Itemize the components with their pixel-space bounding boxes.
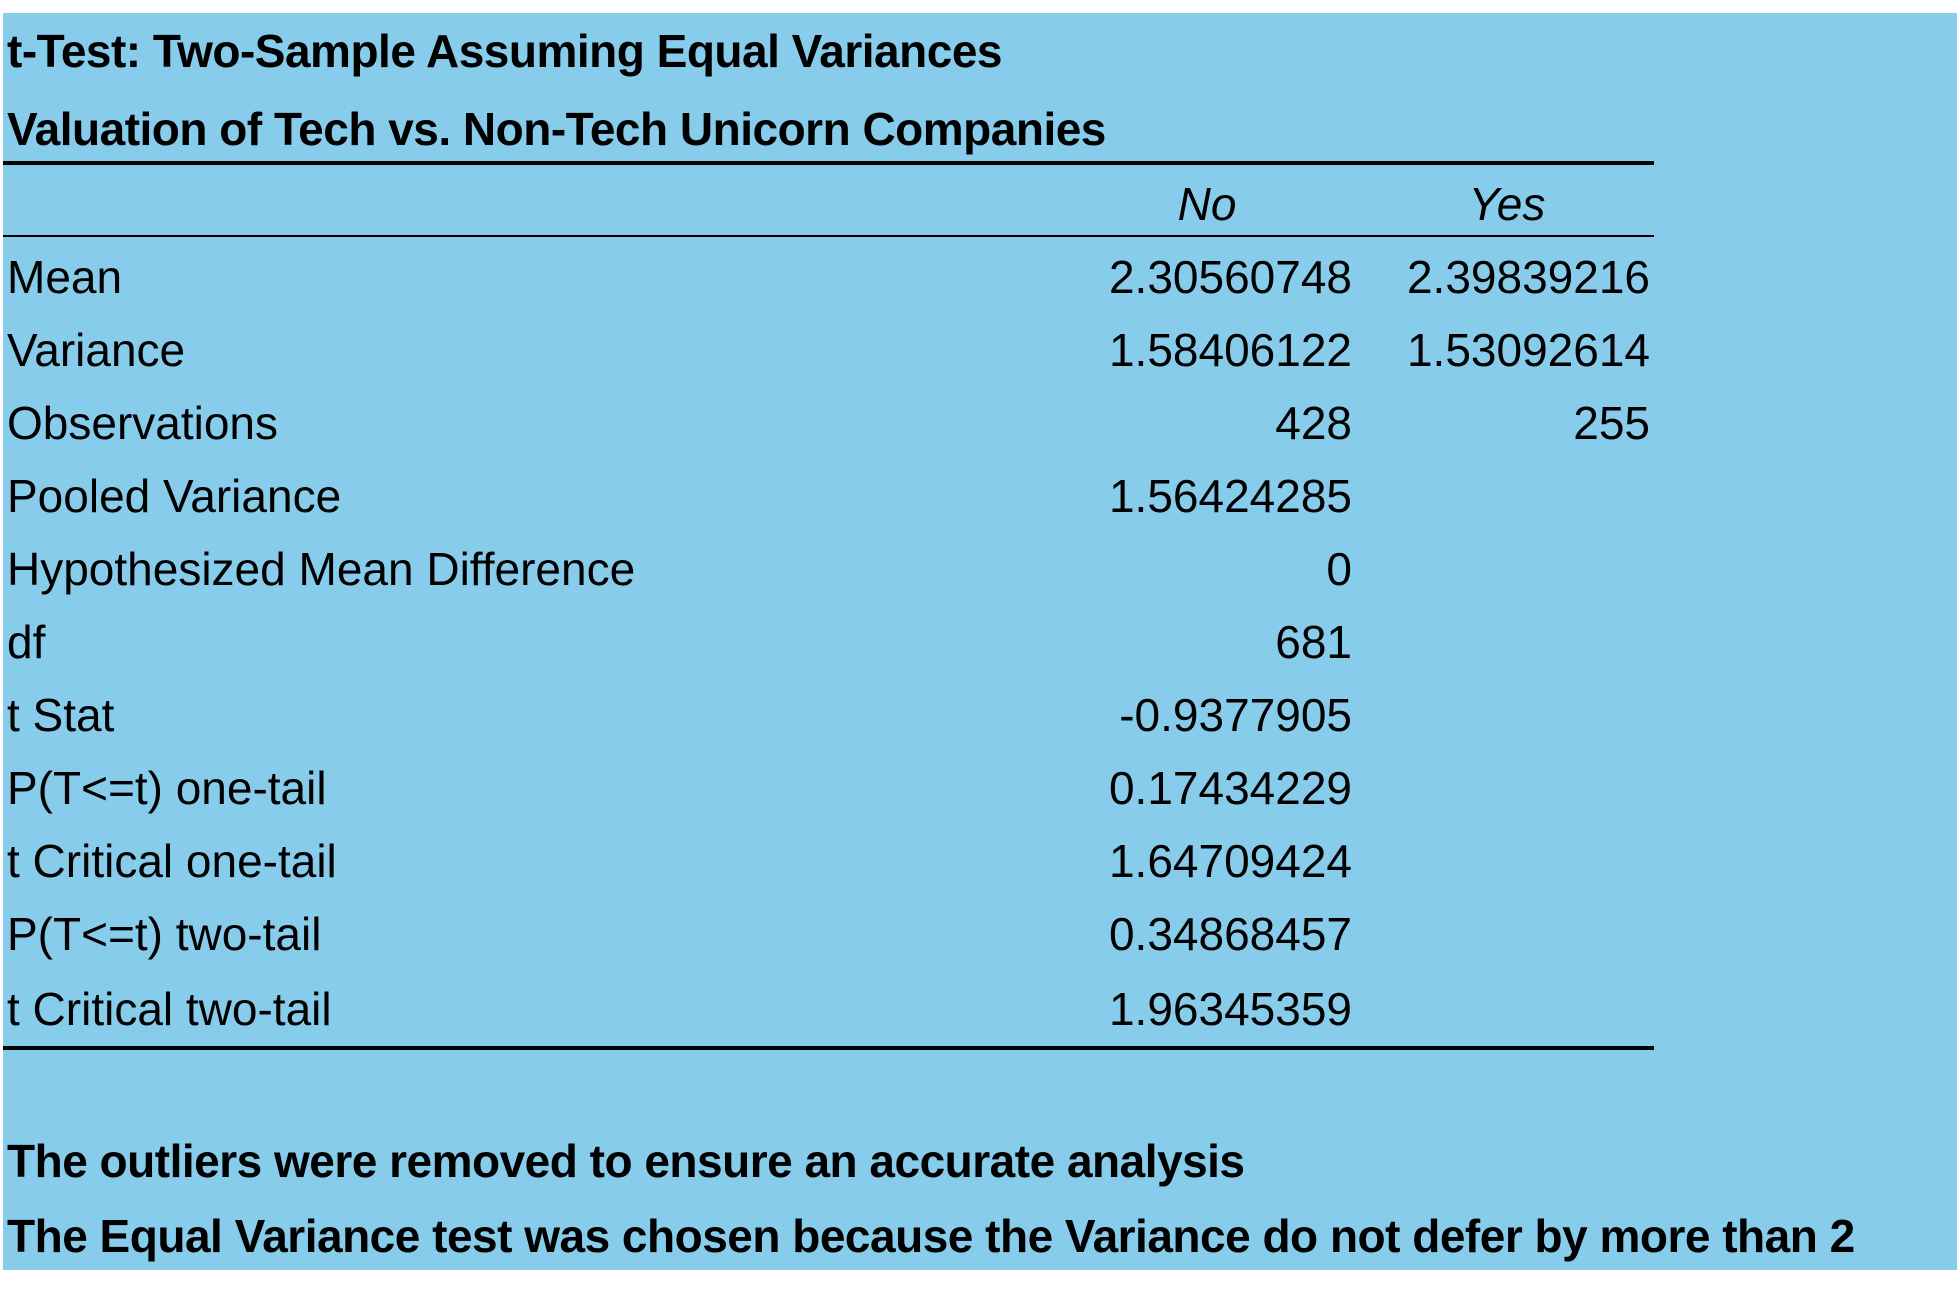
row-value-no: 0.17434229 [1108,762,1352,814]
bottom-rule [3,1046,1654,1050]
row-value-no: 2.30560748 [1108,251,1352,303]
table-row: Pooled Variance 1.56424285 [3,460,1654,532]
row-label: Mean [7,251,123,303]
table-row: t Critical two-tail 1.96345359 [3,973,1654,1045]
row-value-no: 428 [1275,397,1352,449]
row-label: P(T<=t) one-tail [7,762,327,814]
table-row: df 681 [3,606,1654,678]
row-value-no: 0 [1326,543,1352,595]
row-value-yes: 255 [1573,397,1650,449]
row-label: df [7,616,46,668]
row-label: t Critical one-tail [7,835,337,887]
note-outliers: The outliers were removed to ensure an a… [7,1135,1245,1187]
row-value-no: 0.34868457 [1108,908,1352,960]
row-label: P(T<=t) two-tail [7,908,322,960]
row-value-yes: 1.53092614 [1406,324,1650,376]
column-header-yes: Yes [1468,178,1546,230]
results-panel: t-Test: Two-Sample Assuming Equal Varian… [3,13,1957,1270]
table-subtitle: Valuation of Tech vs. Non-Tech Unicorn C… [7,103,1106,155]
row-label: Hypothesized Mean Difference [7,543,636,595]
row-label: Observations [7,397,279,449]
note-equal-variance: The Equal Variance test was chosen becau… [7,1210,1855,1262]
row-label: t Critical two-tail [7,983,332,1035]
row-value-no: -0.9377905 [1119,689,1352,741]
row-label: t Stat [7,689,115,741]
row-value-no: 1.58406122 [1108,324,1352,376]
table-row: P(T<=t) two-tail 0.34868457 [3,898,1654,970]
row-label: Pooled Variance [7,470,342,522]
row-value-yes: 2.39839216 [1406,251,1650,303]
top-rule [3,161,1654,165]
row-value-no: 681 [1275,616,1352,668]
row-value-no: 1.56424285 [1108,470,1352,522]
table-row: Observations 428 255 [3,387,1654,459]
table-row: Hypothesized Mean Difference 0 [3,533,1654,605]
table-row: Mean 2.30560748 2.39839216 [3,241,1654,313]
row-label: Variance [7,324,186,376]
table-row: Variance 1.58406122 1.53092614 [3,314,1654,386]
column-header-no: No [1177,178,1237,230]
row-value-no: 1.96345359 [1108,983,1352,1035]
table-row: t Critical one-tail 1.64709424 [3,825,1654,897]
table-row: P(T<=t) one-tail 0.17434229 [3,752,1654,824]
row-value-no: 1.64709424 [1108,835,1352,887]
table-row: t Stat -0.9377905 [3,679,1654,751]
table-title: t-Test: Two-Sample Assuming Equal Varian… [7,25,1003,77]
header-rule [3,235,1654,237]
